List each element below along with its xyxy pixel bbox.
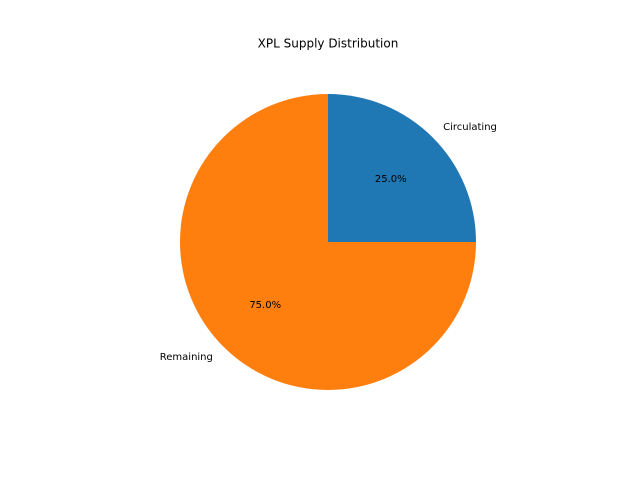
value-label: 75.0% xyxy=(249,300,281,311)
pie-slice xyxy=(328,94,476,242)
slice-label: Circulating xyxy=(443,122,497,133)
chart-title: XPL Supply Distribution xyxy=(258,37,399,51)
slice-label: Remaining xyxy=(160,352,213,363)
pie-slice xyxy=(180,94,476,390)
value-label: 25.0% xyxy=(375,174,407,185)
